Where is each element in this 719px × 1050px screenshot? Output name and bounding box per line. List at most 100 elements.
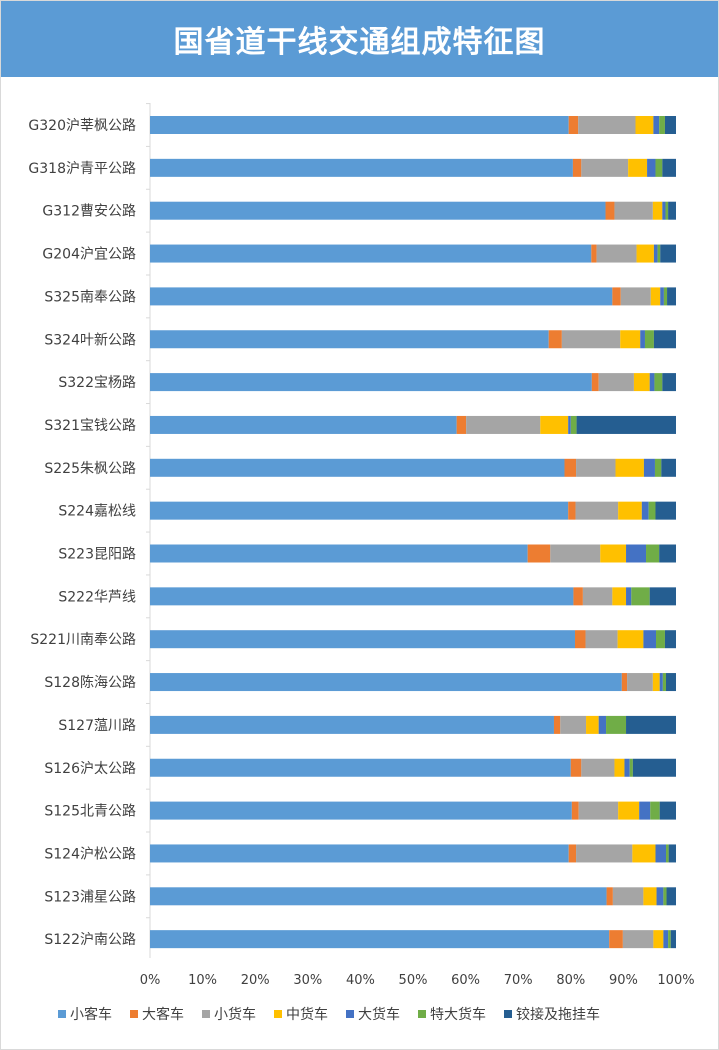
bar-segment <box>527 544 551 563</box>
bar-segment <box>612 887 644 906</box>
category-label: S124沪松公路 <box>44 846 136 862</box>
bar-segment <box>150 844 569 863</box>
bar-segment <box>581 158 629 177</box>
category-label: S126沪太公路 <box>44 761 136 777</box>
bar-segment <box>540 415 569 434</box>
bar-segment <box>647 158 656 177</box>
bar-segment <box>600 544 627 563</box>
bar-segment <box>659 116 665 134</box>
bar-segment <box>656 887 664 906</box>
bar-segment <box>654 458 662 477</box>
bar-segment <box>643 630 657 649</box>
legend-label: 大货车 <box>358 1006 400 1023</box>
bar-segment <box>653 330 676 349</box>
bar-segment <box>632 844 656 863</box>
bar-segment <box>609 930 623 949</box>
bar-segment <box>660 287 664 306</box>
legend-swatch <box>202 1010 210 1018</box>
bar-segment <box>618 501 642 520</box>
chart-title: 国省道干线交通组成特征图 <box>173 25 546 60</box>
category-label: S325南奉公路 <box>44 289 136 305</box>
legend-label: 特大货车 <box>430 1006 486 1023</box>
category-label: S322宝杨路 <box>58 375 136 391</box>
legend-label: 小客车 <box>70 1006 112 1023</box>
bar-segment <box>662 673 667 692</box>
bar-segment <box>150 415 457 434</box>
bar-segment <box>582 587 613 606</box>
bar-segment <box>654 373 663 392</box>
bar-segment <box>646 544 660 563</box>
bar-segment <box>573 587 583 606</box>
legend-label: 中货车 <box>286 1006 328 1023</box>
title-bar: 国省道干线交通组成特征图 <box>1 1 718 77</box>
category-label: S128陈海公路 <box>44 674 136 691</box>
bar-segment <box>655 844 667 863</box>
bar-segment <box>668 844 676 863</box>
bar-segment <box>655 158 663 177</box>
bar-segment <box>570 758 582 777</box>
category-label: S225朱枫公路 <box>44 461 136 477</box>
x-tick-label: 80% <box>556 973 585 988</box>
category-label: G312曹安公路 <box>42 204 136 220</box>
bar-segment <box>657 244 661 263</box>
bar-segment <box>621 673 628 692</box>
bar-segment <box>633 373 650 392</box>
bar-segment <box>560 715 587 734</box>
bar-segment <box>150 630 576 649</box>
category-label: G320沪莘枫公路 <box>28 117 136 134</box>
bar-segment <box>576 415 676 434</box>
bar-segment <box>606 715 627 734</box>
bar-segment <box>639 801 651 820</box>
bar-segment <box>641 501 649 520</box>
bar-segment <box>620 330 641 349</box>
bar-segment <box>614 201 653 220</box>
bar-segment <box>150 673 622 692</box>
bar-segment <box>664 630 676 649</box>
bar-segment <box>628 158 648 177</box>
legend-swatch <box>504 1010 512 1018</box>
bar-segment <box>598 373 634 392</box>
bar-segment <box>663 287 668 306</box>
bar-segment <box>668 930 671 949</box>
bar-segment <box>568 501 576 520</box>
category-label: G204沪宜公路 <box>42 247 136 263</box>
bar-segment <box>631 587 650 606</box>
bar-segment <box>150 544 528 563</box>
bar-segment <box>150 158 573 177</box>
bar-segment <box>150 458 565 477</box>
bar-segment <box>668 201 676 220</box>
category-label: S223昆阳路 <box>58 547 136 563</box>
bar-segment <box>550 544 601 563</box>
bar-segment <box>649 373 655 392</box>
bar-segment <box>572 158 582 177</box>
bar-segment <box>662 373 676 392</box>
bar-segment <box>150 801 572 820</box>
bar-segment <box>629 758 633 777</box>
legend-swatch <box>58 1010 66 1018</box>
bar-segment <box>605 201 615 220</box>
bar-segment <box>660 244 676 263</box>
category-label: S123浦星公路 <box>44 889 136 905</box>
bar-segment <box>640 330 645 349</box>
category-label: S221川南奉公路 <box>30 632 136 648</box>
bar-segment <box>653 244 658 263</box>
category-label: S127蕰川路 <box>58 718 136 734</box>
x-tick-label: 90% <box>609 973 638 988</box>
x-tick-label: 0% <box>140 973 161 988</box>
x-tick-label: 50% <box>399 973 428 988</box>
bar-segment <box>652 201 663 220</box>
category-label: S224嘉松线 <box>58 504 136 520</box>
bar-segment <box>571 801 579 820</box>
bar-segment <box>659 544 676 563</box>
bar-segment <box>598 715 607 734</box>
bar-segment <box>648 501 656 520</box>
x-tick-label: 10% <box>188 973 217 988</box>
bar-segment <box>150 201 606 220</box>
bar-segment <box>664 116 676 134</box>
bar-segment <box>635 116 654 134</box>
bar-segment <box>662 201 666 220</box>
bar-segment <box>617 630 644 649</box>
bar-segment <box>624 758 630 777</box>
legend-swatch <box>346 1010 354 1018</box>
bar-segment <box>585 630 618 649</box>
